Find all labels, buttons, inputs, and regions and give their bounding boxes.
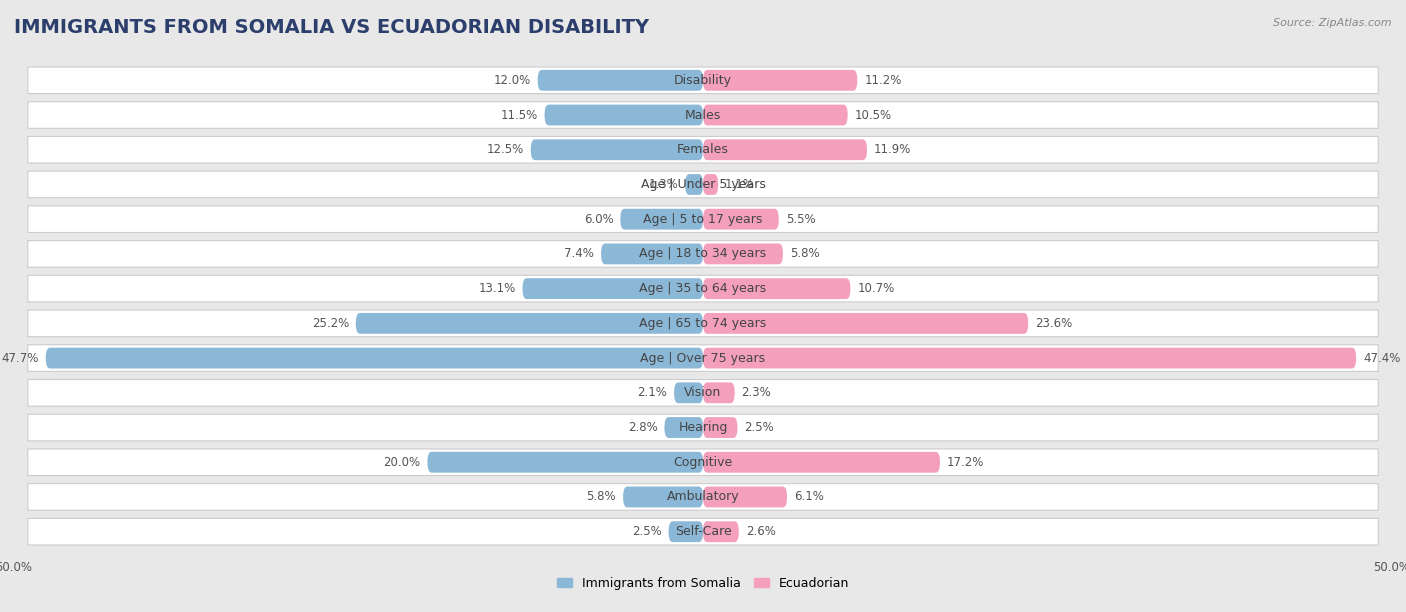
Text: 1.3%: 1.3% <box>648 178 678 191</box>
FancyBboxPatch shape <box>703 209 779 230</box>
Text: 10.5%: 10.5% <box>855 108 891 122</box>
FancyBboxPatch shape <box>28 102 1378 129</box>
FancyBboxPatch shape <box>28 136 1378 163</box>
FancyBboxPatch shape <box>28 275 1378 302</box>
FancyBboxPatch shape <box>703 278 851 299</box>
FancyBboxPatch shape <box>620 209 703 230</box>
FancyBboxPatch shape <box>544 105 703 125</box>
FancyBboxPatch shape <box>28 379 1378 406</box>
Text: 10.7%: 10.7% <box>858 282 894 295</box>
FancyBboxPatch shape <box>703 417 738 438</box>
FancyBboxPatch shape <box>523 278 703 299</box>
Legend: Immigrants from Somalia, Ecuadorian: Immigrants from Somalia, Ecuadorian <box>554 573 852 594</box>
Text: 2.3%: 2.3% <box>741 386 772 399</box>
Text: Self-Care: Self-Care <box>675 525 731 538</box>
FancyBboxPatch shape <box>600 244 703 264</box>
FancyBboxPatch shape <box>28 449 1378 476</box>
Text: 20.0%: 20.0% <box>384 456 420 469</box>
Text: IMMIGRANTS FROM SOMALIA VS ECUADORIAN DISABILITY: IMMIGRANTS FROM SOMALIA VS ECUADORIAN DI… <box>14 18 650 37</box>
Text: 2.8%: 2.8% <box>628 421 658 434</box>
Text: 47.4%: 47.4% <box>1362 351 1400 365</box>
FancyBboxPatch shape <box>703 174 718 195</box>
Text: 47.7%: 47.7% <box>1 351 39 365</box>
Text: 2.1%: 2.1% <box>637 386 668 399</box>
FancyBboxPatch shape <box>28 518 1378 545</box>
FancyBboxPatch shape <box>703 313 1028 334</box>
FancyBboxPatch shape <box>703 487 787 507</box>
FancyBboxPatch shape <box>28 345 1378 371</box>
Text: 11.5%: 11.5% <box>501 108 537 122</box>
Text: Age | Over 75 years: Age | Over 75 years <box>641 351 765 365</box>
FancyBboxPatch shape <box>356 313 703 334</box>
Text: 6.0%: 6.0% <box>583 213 613 226</box>
FancyBboxPatch shape <box>703 244 783 264</box>
Text: 2.6%: 2.6% <box>745 525 776 538</box>
Text: 6.1%: 6.1% <box>794 490 824 504</box>
FancyBboxPatch shape <box>623 487 703 507</box>
Text: 5.5%: 5.5% <box>786 213 815 226</box>
FancyBboxPatch shape <box>703 521 738 542</box>
FancyBboxPatch shape <box>703 140 868 160</box>
Text: 23.6%: 23.6% <box>1035 317 1073 330</box>
FancyBboxPatch shape <box>427 452 703 472</box>
Text: Hearing: Hearing <box>678 421 728 434</box>
Text: Vision: Vision <box>685 386 721 399</box>
FancyBboxPatch shape <box>28 414 1378 441</box>
Text: Source: ZipAtlas.com: Source: ZipAtlas.com <box>1274 18 1392 28</box>
Text: Cognitive: Cognitive <box>673 456 733 469</box>
Text: 11.2%: 11.2% <box>865 74 901 87</box>
Text: Males: Males <box>685 108 721 122</box>
FancyBboxPatch shape <box>28 241 1378 267</box>
FancyBboxPatch shape <box>685 174 703 195</box>
FancyBboxPatch shape <box>28 67 1378 94</box>
FancyBboxPatch shape <box>46 348 703 368</box>
FancyBboxPatch shape <box>28 310 1378 337</box>
FancyBboxPatch shape <box>28 483 1378 510</box>
FancyBboxPatch shape <box>703 382 735 403</box>
Text: 1.1%: 1.1% <box>725 178 755 191</box>
FancyBboxPatch shape <box>703 105 848 125</box>
Text: Age | 35 to 64 years: Age | 35 to 64 years <box>640 282 766 295</box>
Text: 2.5%: 2.5% <box>744 421 775 434</box>
FancyBboxPatch shape <box>28 206 1378 233</box>
Text: 5.8%: 5.8% <box>790 247 820 261</box>
Text: 2.5%: 2.5% <box>631 525 662 538</box>
Text: 7.4%: 7.4% <box>564 247 595 261</box>
Text: Females: Females <box>678 143 728 156</box>
Text: Disability: Disability <box>673 74 733 87</box>
Text: 12.0%: 12.0% <box>494 74 531 87</box>
Text: Age | Under 5 years: Age | Under 5 years <box>641 178 765 191</box>
Text: 11.9%: 11.9% <box>875 143 911 156</box>
Text: 17.2%: 17.2% <box>946 456 984 469</box>
FancyBboxPatch shape <box>703 452 941 472</box>
FancyBboxPatch shape <box>669 521 703 542</box>
FancyBboxPatch shape <box>537 70 703 91</box>
FancyBboxPatch shape <box>703 348 1357 368</box>
Text: 25.2%: 25.2% <box>312 317 349 330</box>
FancyBboxPatch shape <box>665 417 703 438</box>
Text: Age | 65 to 74 years: Age | 65 to 74 years <box>640 317 766 330</box>
Text: 5.8%: 5.8% <box>586 490 616 504</box>
FancyBboxPatch shape <box>703 70 858 91</box>
Text: Ambulatory: Ambulatory <box>666 490 740 504</box>
FancyBboxPatch shape <box>673 382 703 403</box>
FancyBboxPatch shape <box>28 171 1378 198</box>
Text: Age | 5 to 17 years: Age | 5 to 17 years <box>644 213 762 226</box>
Text: Age | 18 to 34 years: Age | 18 to 34 years <box>640 247 766 261</box>
FancyBboxPatch shape <box>531 140 703 160</box>
Text: 13.1%: 13.1% <box>478 282 516 295</box>
Text: 12.5%: 12.5% <box>486 143 524 156</box>
